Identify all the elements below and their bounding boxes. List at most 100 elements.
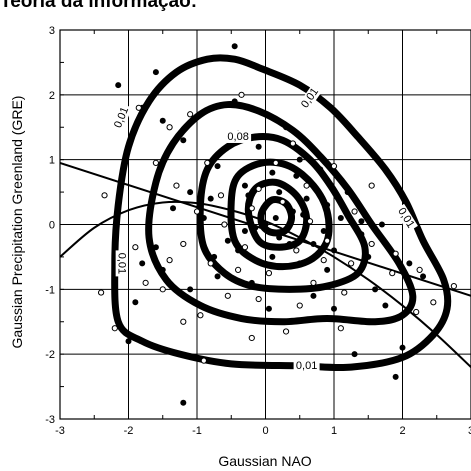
data-point-open <box>241 244 249 251</box>
x-tick-label: -1 <box>192 425 202 437</box>
data-point-filled <box>276 189 283 196</box>
data-point-open <box>272 159 279 167</box>
linear-fit-line <box>60 161 471 297</box>
data-point-filled <box>159 266 166 273</box>
data-point-open <box>296 302 303 309</box>
data-point-open <box>238 91 245 98</box>
data-point-filled <box>296 260 303 267</box>
page-caption: Teoria da informação: <box>0 0 198 11</box>
data-point-filled <box>286 240 293 247</box>
data-point-filled <box>320 227 327 234</box>
data-point-filled <box>187 189 194 196</box>
contour-line <box>244 178 311 251</box>
data-point-open <box>166 124 173 131</box>
data-point-open <box>413 308 420 316</box>
data-point-filled <box>310 292 317 299</box>
data-point-filled <box>231 98 238 105</box>
data-point-filled <box>420 273 427 280</box>
data-point-filled <box>344 189 351 196</box>
data-point-filled <box>200 215 207 222</box>
data-point-open <box>330 163 338 170</box>
data-point-open <box>303 182 310 189</box>
x-tick-label: 0 <box>262 425 268 437</box>
contour-label-bg <box>225 130 252 143</box>
data-point-filled <box>337 215 344 222</box>
x-tick-label: 1 <box>331 425 337 437</box>
data-point-open <box>135 104 142 111</box>
data-point-open <box>416 266 423 273</box>
data-point-filled <box>317 166 324 173</box>
data-point-filled <box>378 221 385 228</box>
data-point-filled <box>310 240 317 247</box>
data-point-filled <box>283 286 290 293</box>
data-point-open <box>368 240 375 248</box>
x-axis-title: Gaussian NAO <box>218 453 311 469</box>
data-point-open <box>255 295 262 303</box>
x-tick-label: -2 <box>124 425 134 437</box>
data-point-open <box>310 279 317 286</box>
data-point-open <box>193 208 201 215</box>
data-point-open <box>221 221 228 228</box>
data-point-filled <box>231 43 238 50</box>
data-point-filled <box>289 208 296 215</box>
x-tick-label: 3 <box>468 425 471 437</box>
data-point-open <box>320 257 327 264</box>
data-point-filled <box>207 195 214 202</box>
data-point-filled <box>372 286 379 293</box>
data-point-open <box>159 286 166 293</box>
contour-label: 0,01 <box>116 253 128 274</box>
x-tick-label: -3 <box>55 425 65 437</box>
data-point-filled <box>269 169 276 176</box>
data-point-open <box>187 111 194 118</box>
y-tick-label: 1 <box>49 155 55 167</box>
curve-fit-line <box>60 200 471 368</box>
data-point-filled <box>180 137 187 144</box>
contour-label-bg <box>111 103 133 132</box>
data-point-filled <box>235 247 242 254</box>
data-point-filled <box>214 163 221 170</box>
data-point-open <box>248 205 255 212</box>
tick-labels: -3 -2 -1 0 1 2 3 -3 -2 -1 0 1 2 3 <box>45 25 471 437</box>
data-point-filled <box>245 192 252 199</box>
data-point-filled <box>241 182 248 189</box>
data-point-filled <box>303 195 310 202</box>
contour-label-bg <box>393 203 418 233</box>
data-point-filled <box>399 344 406 351</box>
data-point-filled <box>224 237 231 244</box>
scatter-points <box>98 43 457 406</box>
data-point-open <box>306 218 314 225</box>
data-point-filled <box>211 253 218 260</box>
data-point-open <box>132 244 139 251</box>
data-point-filled <box>262 221 269 228</box>
data-point-filled <box>152 244 159 251</box>
data-point-filled <box>265 305 272 312</box>
data-point-filled <box>283 124 290 131</box>
data-point-filled <box>241 227 248 234</box>
data-point-filled <box>331 305 337 312</box>
data-point-open <box>197 312 204 319</box>
data-point-open <box>101 192 108 199</box>
data-point-open <box>430 299 437 306</box>
data-point-open <box>235 266 242 273</box>
data-point-open <box>293 247 300 254</box>
y-tick-label: 0 <box>49 220 55 232</box>
data-point-open <box>180 318 187 325</box>
data-point-filled <box>170 205 177 212</box>
contour-label: 0,08 <box>227 131 248 143</box>
fit-lines <box>60 161 471 368</box>
data-point-open <box>324 237 331 244</box>
data-point-filled <box>351 273 358 280</box>
data-point-filled <box>272 215 279 222</box>
data-point-open <box>98 289 105 296</box>
data-point-filled <box>331 247 337 254</box>
y-tick-label: 3 <box>49 25 55 37</box>
data-point-open <box>248 334 255 342</box>
data-point-open <box>282 328 290 335</box>
data-point-filled <box>269 253 276 260</box>
data-point-open <box>166 257 173 264</box>
data-point-open <box>351 208 358 215</box>
data-point-filled <box>351 351 358 358</box>
y-axis-title: Gaussian Precipitation Greenland (GRE) <box>9 96 25 349</box>
data-point-open <box>217 192 225 199</box>
